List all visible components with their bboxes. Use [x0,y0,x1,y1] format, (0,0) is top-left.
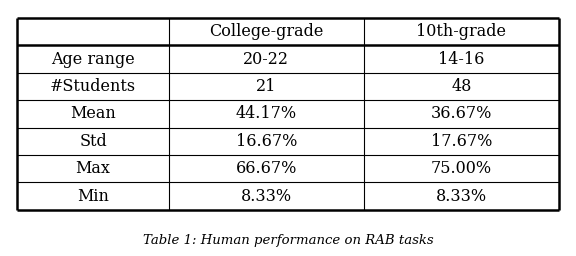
Text: Max: Max [75,160,111,177]
Text: 8.33%: 8.33% [241,188,292,205]
Text: 14-16: 14-16 [438,51,484,68]
Text: #Students: #Students [50,78,136,95]
Text: 8.33%: 8.33% [435,188,487,205]
Text: 10th-grade: 10th-grade [416,23,506,40]
Text: 36.67%: 36.67% [431,105,492,122]
Text: 48: 48 [451,78,471,95]
Text: 75.00%: 75.00% [431,160,492,177]
Text: Std: Std [79,133,107,150]
Text: 17.67%: 17.67% [431,133,492,150]
Text: Mean: Mean [70,105,116,122]
Text: 21: 21 [256,78,276,95]
Text: 16.67%: 16.67% [236,133,297,150]
Text: 20-22: 20-22 [243,51,289,68]
Text: Table 1: Human performance on RAB tasks: Table 1: Human performance on RAB tasks [143,234,433,247]
Text: Age range: Age range [51,51,135,68]
Text: 66.67%: 66.67% [236,160,297,177]
Text: 44.17%: 44.17% [236,105,297,122]
Text: Min: Min [77,188,109,205]
Text: College-grade: College-grade [209,23,324,40]
